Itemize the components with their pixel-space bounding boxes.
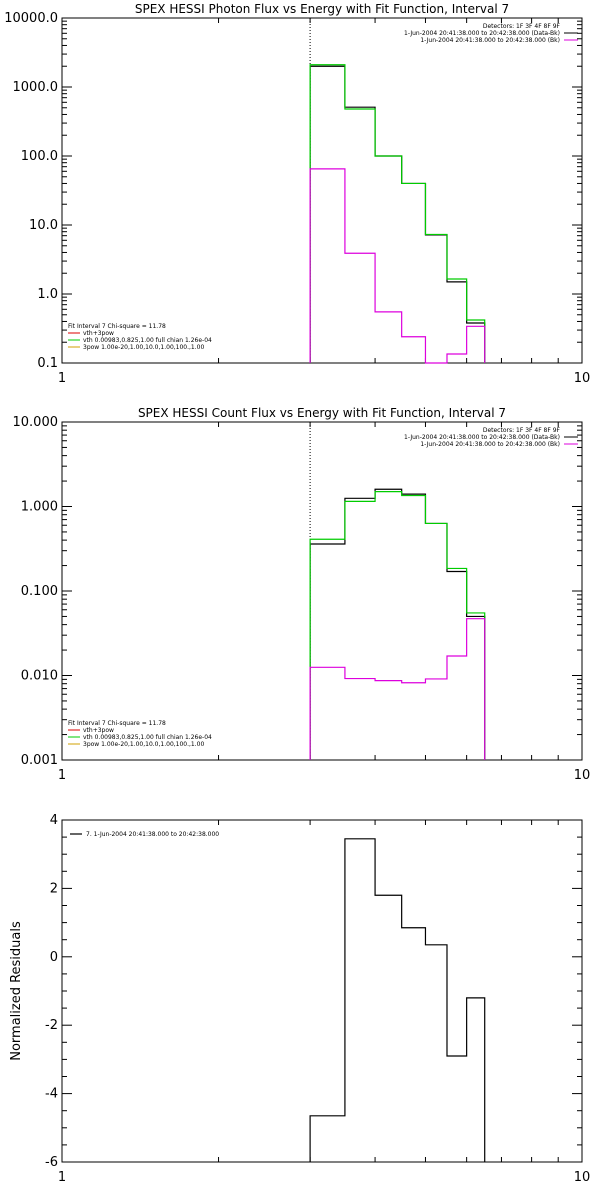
series-line-2 [309,491,486,760]
y-tick-label: 10.0 [29,218,58,233]
chart-title: SPEX HESSI Photon Flux vs Energy with Fi… [135,2,509,16]
y-tick-label: 0.010 [21,669,58,684]
header-line: 1-Jun-2004 20:41:38.000 to 20:42:38.000 … [404,30,560,37]
x-tick-label: 1 [58,768,66,783]
y-tick-label: 0.001 [21,753,58,768]
chart-panel-1: SPEX HESSI Photon Flux vs Energy with Fi… [4,2,590,386]
chart-panel-2: SPEX HESSI Count Flux vs Energy with Fit… [13,406,591,783]
chart-panel-3: -6 -4 -2 0 2 4 1 10 Normalized Residuals 7. 1-Jun… [9,813,590,1185]
legend-title: Fit Interval 7 Chi-square = 11.78 [68,720,166,727]
y-tick-label: 2 [50,881,58,896]
legend-title: Fit Interval 7 Chi-square = 11.78 [68,323,166,330]
x-tick-label: 1 [58,1170,66,1185]
legend-label: vth 0.00983,0.825,1.00 full chian 1.26e-… [83,337,212,344]
legend-label: 3pow 1.00e-20,1.00,10.0,1.00,100.,1.00 [83,344,204,351]
header-line: Detectors: 1F 3F 4F 8F 9F [483,427,561,434]
y-tick-label: -2 [45,1018,58,1033]
x-tick-label: 10 [574,1170,591,1185]
x-tick-label: 10 [574,371,591,386]
y-tick-label: -6 [45,1155,58,1170]
legend-label: vth 0.00983,0.825,1.00 full chian 1.26e-… [83,734,212,741]
header-line: 1-Jun-2004 20:41:38.000 to 20:42:38.000 … [420,441,560,448]
y-tick-label: 0.100 [21,584,58,599]
legend-label: 7. 1-Jun-2004 20:41:38.000 to 20:42:38.0… [86,831,219,838]
y-tick-label: 10000.0 [4,11,58,26]
header-line: Detectors: 1F 3F 4F 8F 9F [483,23,561,30]
x-tick-label: 10 [574,768,591,783]
header-line: 1-Jun-2004 20:41:38.000 to 20:42:38.000 … [404,434,560,441]
y-tick-label: -4 [45,1087,58,1102]
legend-label: vth+3pow [83,727,114,734]
y-tick-label: 1.000 [21,500,58,515]
legend-label: vth+3pow [83,330,114,337]
y-tick-label: 0.1 [37,356,58,371]
y-tick-label: 10.000 [13,415,59,430]
x-tick-label: 1 [58,371,66,386]
y-tick-label: 100.0 [21,149,58,164]
series-line-2 [309,64,486,363]
chart-title: SPEX HESSI Count Flux vs Energy with Fit… [138,406,506,420]
y-tick-label: 4 [50,813,58,828]
y-tick-label: 1000.0 [13,80,59,95]
series-line-3 [309,618,486,760]
plot-frame [61,17,583,364]
series-line-3 [309,168,486,364]
series-line-1 [309,838,486,1162]
y-tick-label: 0 [50,950,58,965]
y-tick-label: 1.0 [37,287,58,302]
legend-label: 3pow 1.00e-20,1.00,10.0,1.00,100.,1.00 [83,741,204,748]
y-axis-label: Normalized Residuals [9,921,24,1061]
header-line: 1-Jun-2004 20:41:38.000 to 20:42:38.000 … [420,37,560,44]
